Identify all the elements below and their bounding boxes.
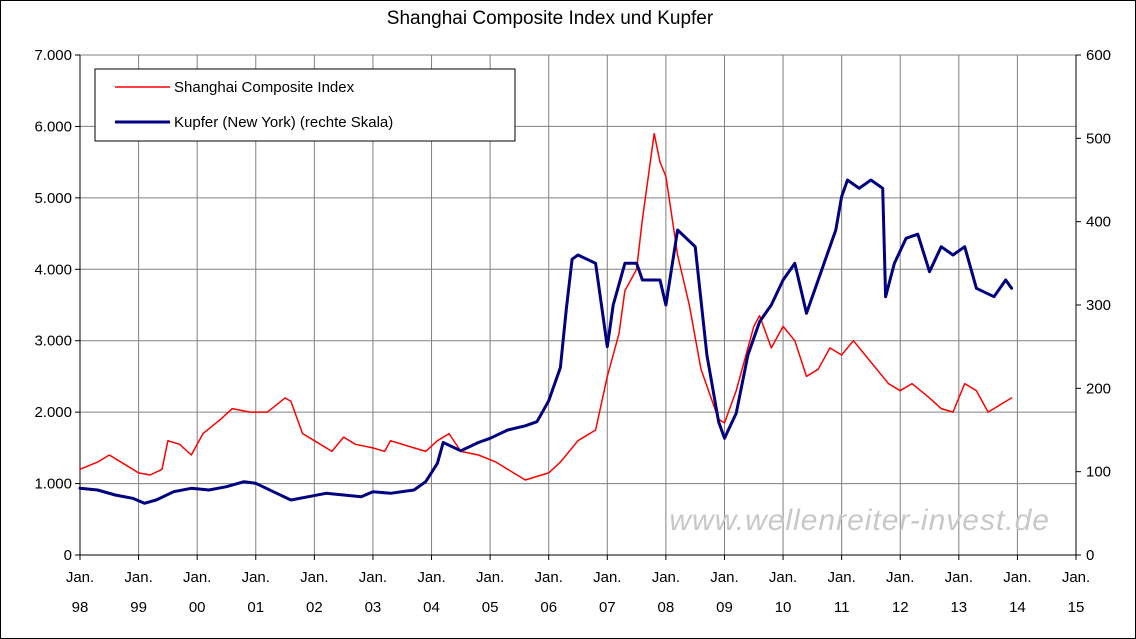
x-tick-label-6-year: 04 (423, 599, 440, 616)
x-tick-label-17-year: 15 (1068, 599, 1085, 616)
x-tick-label-0-month: Jan. (66, 569, 94, 586)
y-left-tick-label-4: 4.000 (34, 261, 72, 278)
x-tick-label-5-year: 03 (365, 599, 382, 616)
x-tick-label-13-month: Jan. (827, 569, 855, 586)
y-left-tick-label-3: 3.000 (34, 333, 72, 350)
x-tick-label-12-year: 10 (775, 599, 792, 616)
x-tick-label-6-month: Jan. (417, 569, 445, 586)
x-tick-label-10-year: 08 (658, 599, 675, 616)
y-left-tick-label-1: 1.000 (34, 476, 72, 493)
x-tick-label-11-month: Jan. (710, 569, 738, 586)
x-tick-label-1-month: Jan. (124, 569, 152, 586)
series-line-kupfer (78, 178, 1014, 505)
y-left-tick-label-0: 0 (64, 547, 72, 564)
x-tick-label-12-month: Jan. (769, 569, 797, 586)
x-tick-label-0-year: 98 (72, 599, 89, 616)
x-tick-label-16-year: 14 (1009, 599, 1026, 616)
x-tick-label-2-year: 00 (189, 599, 206, 616)
x-tick-label-14-month: Jan. (886, 569, 914, 586)
y-right-tick-label-5: 500 (1086, 130, 1111, 147)
x-tick-label-3-month: Jan. (242, 569, 270, 586)
x-tick-label-11-year: 09 (716, 599, 733, 616)
series-layer (78, 132, 1014, 505)
x-tick-label-2-month: Jan. (183, 569, 211, 586)
x-tick-label-9-year: 07 (599, 599, 616, 616)
chart-title: Shanghai Composite Index und Kupfer (387, 8, 714, 29)
axes: Jan.98Jan.99Jan.00Jan.01Jan.02Jan.03Jan.… (34, 47, 1111, 616)
y-left-tick-label-7: 7.000 (34, 47, 72, 64)
x-tick-label-5-month: Jan. (359, 569, 387, 586)
x-tick-label-4-month: Jan. (300, 569, 328, 586)
x-tick-label-13-year: 11 (834, 599, 850, 616)
y-right-tick-label-3: 300 (1086, 297, 1111, 314)
legend-box (94, 68, 516, 142)
x-tick-label-3-year: 01 (247, 599, 264, 616)
y-left-tick-label-2: 2.000 (34, 404, 72, 421)
y-left-tick-label-5: 5.000 (34, 190, 72, 207)
x-tick-label-1-year: 99 (130, 599, 147, 616)
y-right-tick-label-4: 400 (1086, 214, 1111, 231)
x-tick-label-15-month: Jan. (945, 569, 973, 586)
x-tick-label-9-month: Jan. (593, 569, 621, 586)
watermark: www.wellenreiter-invest.de (669, 504, 1050, 537)
x-tick-label-17-month: Jan. (1062, 569, 1090, 586)
x-tick-label-14-year: 12 (892, 599, 909, 616)
y-right-tick-label-0: 0 (1086, 547, 1094, 564)
x-tick-label-7-month: Jan. (476, 569, 504, 586)
x-tick-label-8-month: Jan. (535, 569, 563, 586)
x-tick-label-8-year: 06 (540, 599, 557, 616)
x-tick-label-10-month: Jan. (652, 569, 680, 586)
series-line-shanghai (79, 132, 1013, 481)
x-tick-label-7-year: 05 (482, 599, 499, 616)
legend-label-kupfer: Kupfer (New York) (rechte Skala) (174, 114, 393, 131)
y-left-tick-label-6: 6.000 (34, 118, 72, 135)
x-tick-label-15-year: 13 (950, 599, 967, 616)
y-right-tick-label-1: 100 (1086, 464, 1111, 481)
x-tick-label-16-month: Jan. (1003, 569, 1031, 586)
x-tick-label-4-year: 02 (306, 599, 323, 616)
y-right-tick-label-6: 600 (1086, 47, 1111, 64)
legend: Shanghai Composite Index Kupfer (New Yor… (94, 68, 516, 142)
legend-label-shanghai: Shanghai Composite Index (174, 79, 355, 96)
y-right-tick-label-2: 200 (1086, 380, 1111, 397)
